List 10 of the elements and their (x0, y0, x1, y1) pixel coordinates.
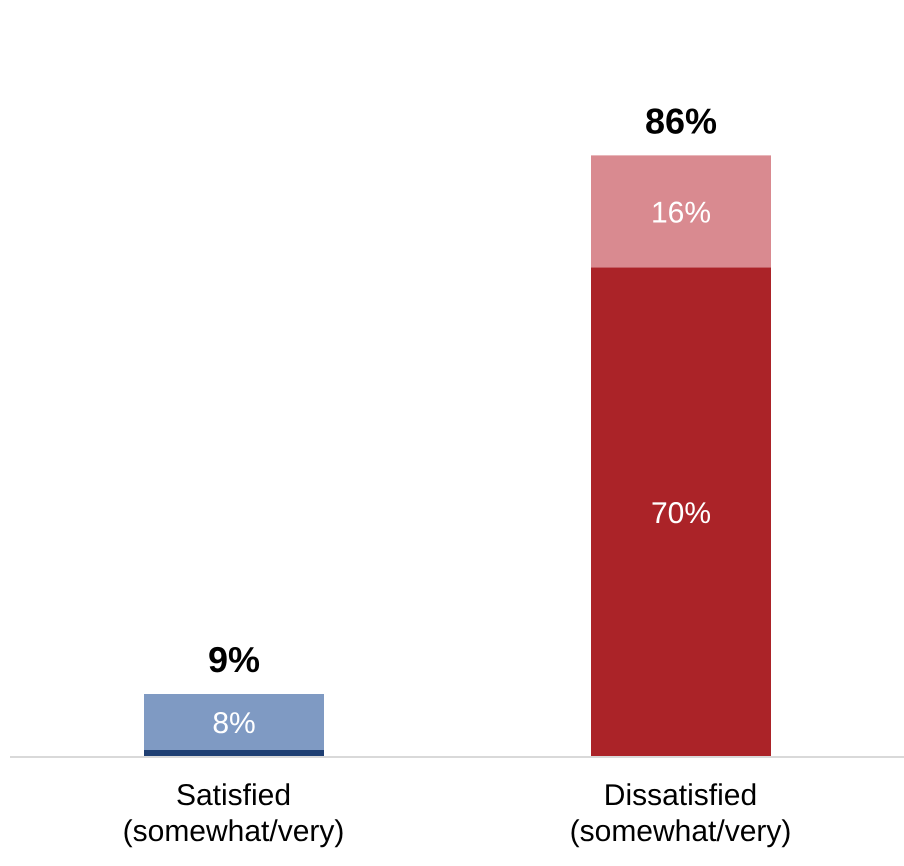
data-label: 8% (212, 707, 256, 740)
total-label: 9% (208, 639, 260, 680)
bar (144, 694, 324, 750)
bar (591, 155, 771, 268)
data-label: 16% (650, 196, 712, 230)
total-label: 86% (644, 100, 718, 142)
bar (591, 267, 771, 757)
x-tick-label: Dissatisfied (somewhat/very) (570, 779, 792, 848)
x-tick-label: Satisfied (somewhat/very) (122, 779, 344, 848)
data-label: 70% (650, 497, 712, 530)
